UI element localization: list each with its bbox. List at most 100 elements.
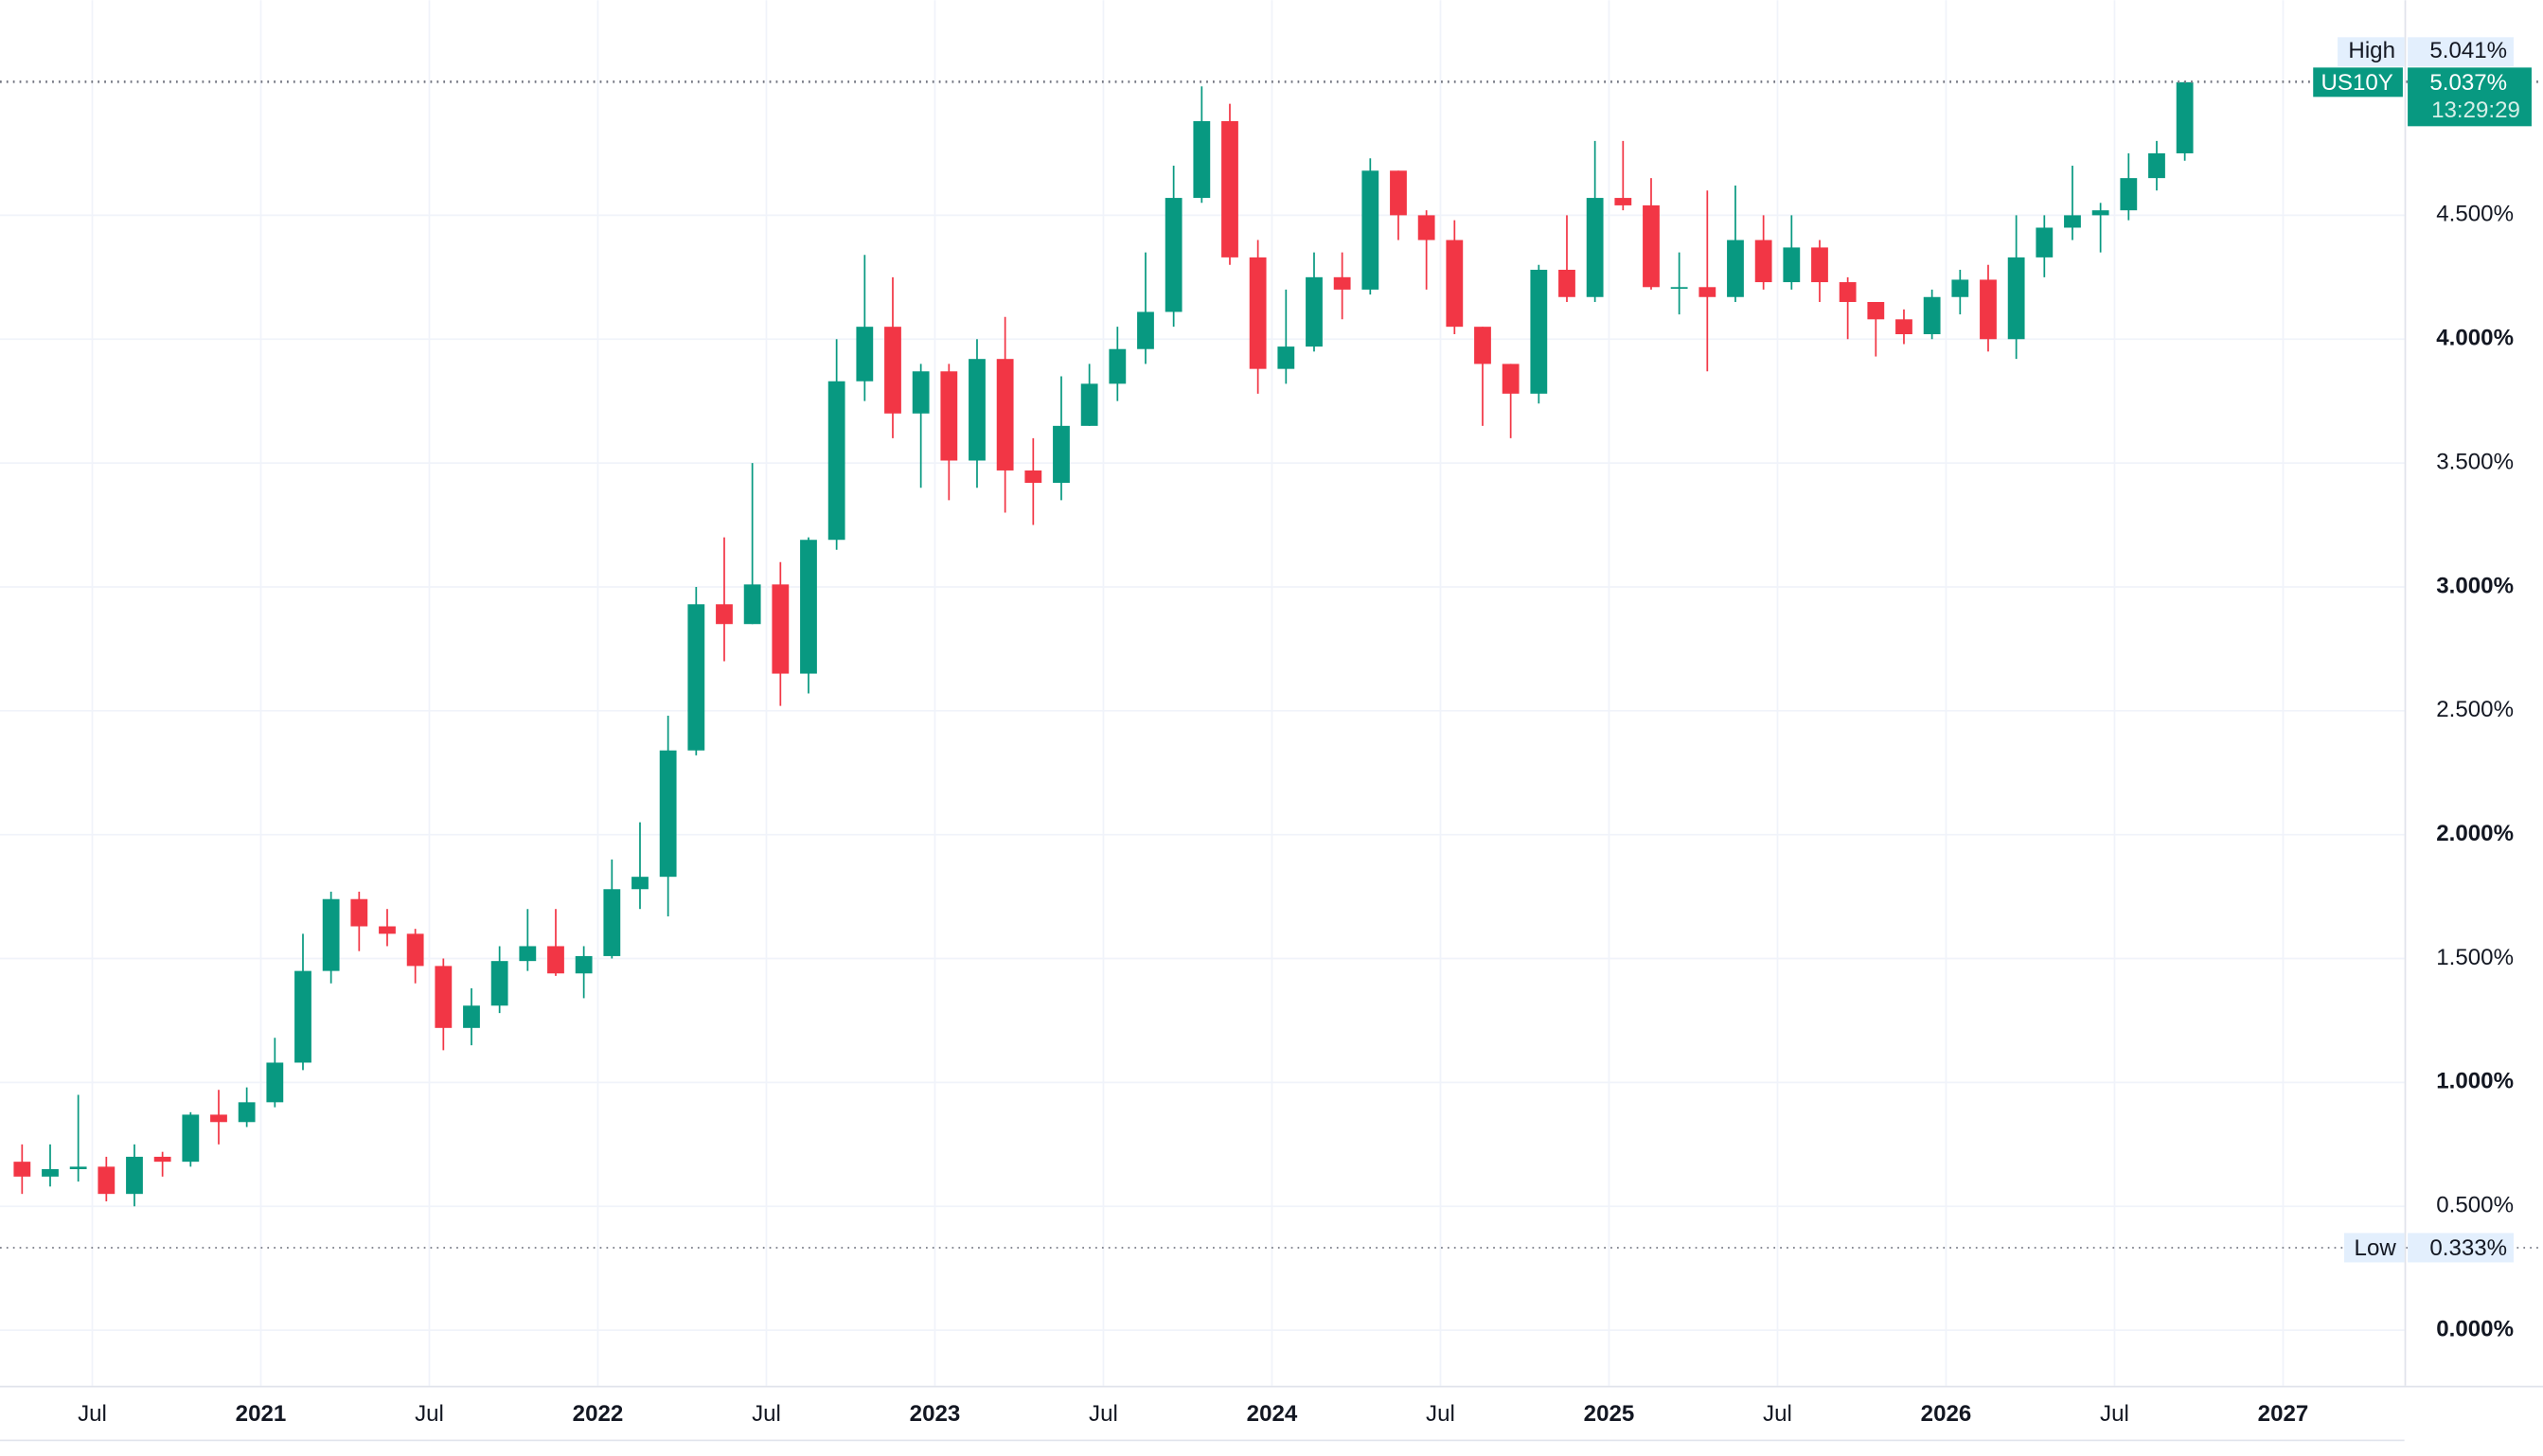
candle-body — [490, 961, 508, 1006]
plot — [0, 80, 2543, 1249]
candle-body — [153, 1156, 171, 1163]
candle-body — [1474, 327, 1491, 364]
candle-body — [1024, 470, 1042, 484]
candle-body — [1670, 287, 1688, 290]
candle-body — [1727, 240, 1744, 297]
candle-body — [69, 1166, 87, 1170]
candle-body — [743, 584, 761, 625]
candle-body — [772, 584, 790, 674]
candle-body — [322, 898, 340, 971]
candle-body — [126, 1156, 143, 1195]
grid — [0, 0, 2405, 1386]
candle-body — [1193, 120, 1211, 199]
candle-body — [1867, 301, 1885, 320]
candle-body — [519, 946, 537, 962]
low-value: 0.333% — [2429, 1235, 2507, 1261]
candle-body — [1221, 120, 1238, 257]
x-tick-label: Jul — [1089, 1401, 1118, 1427]
candle-body — [1558, 269, 1575, 297]
candle-body — [1614, 198, 1632, 205]
candle-body — [1417, 215, 1435, 240]
high-label: High — [2348, 38, 2395, 63]
candle-body — [182, 1114, 200, 1163]
y-tick-label: 0.500% — [2436, 1193, 2514, 1218]
x-tick-label: Jul — [752, 1401, 781, 1427]
candle-body — [2064, 215, 2081, 228]
low-label: Low — [2355, 1235, 2397, 1261]
candle-body — [884, 327, 901, 414]
candle-body — [2120, 178, 2138, 211]
candle-body — [406, 933, 424, 967]
candle-body — [940, 371, 958, 461]
candle-body — [1839, 282, 1857, 302]
candle-body — [1754, 240, 1772, 283]
y-tick-label: 3.500% — [2436, 449, 2514, 474]
x-tick-label: Jul — [415, 1401, 444, 1427]
candle-body — [1390, 170, 1407, 216]
low-value-box — [2408, 1233, 2515, 1263]
y-tick-label: 1.500% — [2436, 945, 2514, 970]
candle-body — [294, 970, 311, 1063]
axes: 0.000% 0.500% 1.000% 1.500% 2.000% 2.500% 3.00… — [78, 37, 2532, 1427]
candle-body — [1643, 204, 1660, 288]
candle-body — [379, 926, 396, 934]
candle-body — [1306, 276, 1323, 347]
x-tick-label: 2026 — [1921, 1401, 1972, 1427]
x-tick-label: Jul — [2100, 1401, 2129, 1427]
low-label-box — [2343, 1233, 2405, 1263]
candle-body — [1811, 247, 1828, 283]
candle-body — [1053, 425, 1070, 484]
candle-body — [687, 604, 705, 751]
candle-body — [1502, 364, 1520, 394]
x-tick-label: Jul — [1426, 1401, 1455, 1427]
high-value-box — [2408, 37, 2515, 67]
candle-body — [912, 371, 930, 414]
high-value: 5.041% — [2429, 38, 2507, 63]
x-tick-label: 2024 — [1247, 1401, 1298, 1427]
candle-body — [1698, 287, 1716, 297]
x-tick-label: Jul — [1763, 1401, 1792, 1427]
candle-body — [827, 381, 845, 541]
candle-body — [1333, 276, 1351, 290]
x-tick-label: 2025 — [1584, 1401, 1635, 1427]
candle-body — [1137, 311, 1154, 349]
candle-body — [547, 946, 564, 974]
candle-body — [2176, 81, 2194, 153]
candle-body — [631, 877, 649, 890]
candle-body — [1530, 269, 1548, 394]
high-label-box — [2338, 37, 2405, 67]
x-tick-label: 2027 — [2258, 1401, 2309, 1427]
candle-body — [1109, 348, 1127, 384]
candle-body — [1080, 383, 1098, 426]
candle-body — [800, 540, 817, 674]
candle-body — [1980, 279, 1997, 340]
last-value: 5.037% — [2429, 70, 2507, 96]
candle-body — [856, 327, 874, 382]
y-tick-label: 3.000% — [2436, 573, 2514, 598]
symbol-box — [2313, 67, 2403, 98]
candle-body — [13, 1162, 31, 1177]
candle-body — [1895, 319, 1912, 335]
last-value-box — [2408, 67, 2532, 127]
x-tick-label: 2022 — [573, 1401, 624, 1427]
candle-body — [1951, 279, 1969, 297]
candle-body — [1446, 240, 1464, 328]
candle-body — [1277, 346, 1295, 369]
y-tick-label: 2.000% — [2436, 821, 2514, 846]
candle-body — [1249, 257, 1267, 369]
x-tick-label: 2023 — [910, 1401, 961, 1427]
candle-body — [1783, 247, 1801, 283]
candle-body — [1923, 296, 1941, 335]
candle-body — [266, 1062, 284, 1103]
candle-body — [210, 1114, 227, 1123]
y-tick-label: 2.500% — [2436, 697, 2514, 722]
candle-body — [463, 1005, 480, 1028]
candle-body — [2148, 152, 2165, 179]
candle-body — [2091, 210, 2109, 216]
candle-body — [1586, 198, 1604, 297]
candle-body — [2036, 227, 2054, 257]
y-tick-label: 4.500% — [2436, 202, 2514, 227]
candle-body — [659, 750, 677, 878]
candle-body — [435, 966, 453, 1028]
